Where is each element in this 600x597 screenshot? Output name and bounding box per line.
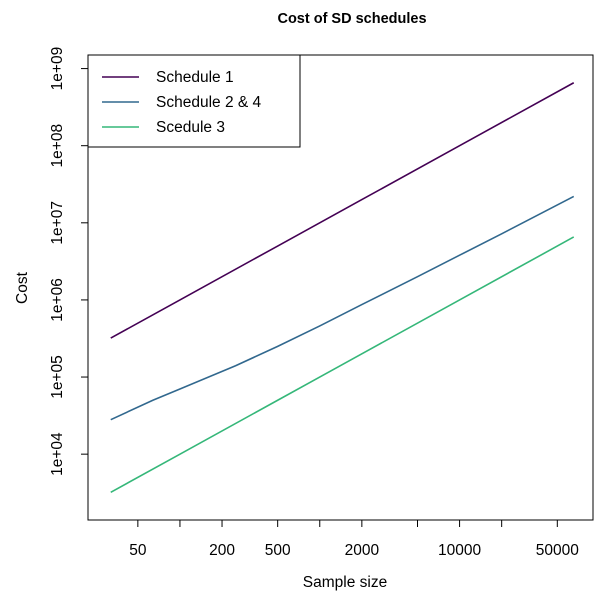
series-line-2: [110, 195, 575, 421]
x-axis-label: Sample size: [303, 574, 387, 591]
legend-label-3: Scedule 3: [156, 119, 225, 136]
y-tick-label: 1e+05: [49, 355, 66, 399]
x-tick-label: 50000: [536, 542, 579, 559]
x-tick-label: 500: [265, 542, 291, 559]
series-group: [110, 82, 575, 494]
series-line-1: [110, 82, 575, 339]
x-tick-label: 2000: [345, 542, 380, 559]
y-tick-label: 1e+07: [49, 201, 66, 245]
y-tick-label: 1e+06: [49, 278, 66, 322]
y-tick-label: 1e+09: [49, 47, 66, 91]
y-tick-label: 1e+08: [49, 124, 66, 168]
chart-title: Cost of SD schedules: [277, 11, 426, 27]
series-line-3: [110, 236, 575, 494]
legend-label-1: Schedule 1: [156, 69, 234, 86]
y-axis: 1e+04 1e+05 1e+06 1e+07 1e+08 1e+09: [49, 47, 88, 476]
x-tick-label: 200: [209, 542, 235, 559]
x-tick-label: 10000: [438, 542, 481, 559]
legend-label-2: Schedule 2 & 4: [156, 94, 262, 111]
plot-area: [87, 54, 594, 521]
y-tick-label: 1e+04: [49, 432, 66, 476]
x-axis: 50 200 500 2000 10000 50000: [129, 520, 579, 559]
legend: Schedule 1 Schedule 2 & 4 Scedule 3: [87, 54, 301, 148]
x-tick-label: 50: [129, 542, 147, 559]
legend-box: [87, 54, 301, 148]
y-axis-label: Cost: [14, 271, 31, 304]
